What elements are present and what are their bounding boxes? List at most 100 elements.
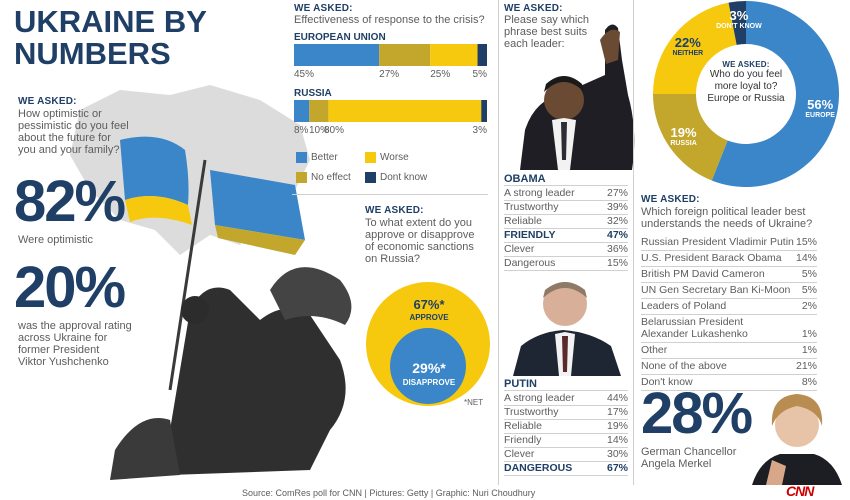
eu-label: EUROPEAN UNION — [294, 32, 386, 43]
merkel-label-line: Angela Merkel — [641, 458, 712, 470]
obama-title: OBAMA — [504, 173, 546, 185]
trait-value: 39% — [606, 201, 628, 213]
bar-segment-better — [294, 44, 380, 66]
pie-slice-neither — [653, 2, 737, 95]
row-separator — [641, 298, 817, 299]
optimism-stat-label: Were optimistic — [18, 234, 93, 246]
bar-segment-worse — [328, 100, 482, 122]
disapprove-label: DISAPPROVE — [402, 378, 456, 387]
row-separator — [641, 314, 817, 315]
bar-segment-better — [294, 100, 310, 122]
pie-slice-name: EUROPE — [805, 112, 835, 120]
merkel-label: German Chancellor Angela Merkel — [641, 446, 736, 470]
loyalty-pie-chart — [653, 1, 839, 187]
pie-slice-value: 56% — [807, 97, 834, 113]
trait-label: Dangerous — [504, 257, 556, 269]
pie-slice-label: 19% RUSSIA — [654, 126, 714, 148]
row-separator — [504, 433, 628, 434]
optimism-asked: WE ASKED: — [18, 96, 77, 107]
trait-value: 36% — [606, 243, 628, 255]
foreign-leader-label: Other — [641, 344, 668, 356]
pie-slice-label: 56% EUROPE — [790, 98, 850, 120]
foreign-leader-row: Belarussian President — [641, 315, 817, 329]
trait-label: Trustworthy — [504, 406, 559, 418]
trait-label: A strong leader — [504, 392, 575, 404]
trait-label: Trustworthy — [504, 201, 559, 213]
yushchenko-label-line: was the approval rating — [18, 320, 132, 332]
pie-slice-russia — [653, 94, 728, 181]
foreign-leader-value: 15% — [795, 236, 817, 248]
legend-worse: Worse — [380, 152, 409, 163]
page-title: UKRAINE BY NUMBERS — [14, 6, 207, 70]
trait-label: Reliable — [504, 215, 542, 227]
flag-statue-illustration — [110, 136, 352, 480]
trait-value: 27% — [606, 187, 628, 199]
merkel-label-line: German Chancellor — [641, 446, 737, 458]
leaders-question-line: each leader: — [504, 38, 565, 50]
foreign-question: Which foreign political leader best unde… — [641, 206, 841, 230]
pie-slice-value: 22% — [674, 34, 701, 50]
sanctions-question: To what extent do you approve or disappr… — [365, 217, 495, 265]
footer-source: Source: ComRes poll for CNN | Pictures: … — [242, 488, 536, 498]
trait-value: 30% — [606, 448, 628, 460]
sanctions-circles — [366, 282, 490, 406]
pie-slice-name: NEITHER — [672, 49, 704, 57]
foreign-leader-row: Other 1% — [641, 343, 817, 357]
obama-photo — [520, 24, 635, 170]
row-separator — [504, 461, 628, 462]
foreign-leader-value: 5% — [801, 284, 817, 296]
trait-label: FRIENDLY — [504, 229, 556, 241]
approve-label: APPROVE — [409, 313, 449, 322]
net-note: *NET — [464, 398, 484, 407]
row-separator — [504, 405, 628, 406]
yushchenko-stat-label: was the approval rating across Ukraine f… — [18, 320, 148, 368]
disapprove-value: 29%* — [412, 360, 446, 376]
putin-photo — [513, 282, 621, 376]
row-separator — [504, 419, 628, 420]
russia-bar-labels: 8% 10% 80% 3% — [294, 125, 487, 137]
row-separator — [641, 390, 817, 391]
bar-value-label: 80% — [324, 125, 345, 136]
putin-title-rule — [504, 390, 628, 391]
optimism-question-line: How optimistic or — [18, 108, 102, 120]
foreign-leader-row: Russian President Vladimir Putin 15% — [641, 235, 817, 249]
foreign-leader-row: Leaders of Poland 2% — [641, 299, 817, 313]
bar-segment-dont-know — [481, 100, 487, 122]
bar-segment-worse — [430, 44, 478, 66]
leaders-question: Please say which phrase best suits each … — [504, 14, 614, 50]
optimism-question-line: about the future for — [18, 132, 111, 144]
eu-bar-labels: 45% 27% 25% 5% — [294, 69, 487, 81]
row-separator — [641, 374, 817, 375]
pie-slice-name: RUSSIA — [670, 140, 697, 148]
loyalty-question-line: Who do you feel — [709, 69, 783, 80]
trait-row: Dangerous 15% — [504, 256, 628, 270]
row-separator — [641, 266, 817, 267]
yushchenko-label-line: Viktor Yushchenko — [18, 356, 109, 368]
trait-row: A strong leader 27% — [504, 186, 628, 200]
trait-label: Friendly — [504, 434, 542, 446]
bar-value-label: 8% — [294, 125, 309, 136]
foreign-leader-value: 21% — [795, 360, 817, 372]
row-separator — [641, 250, 817, 251]
trait-row: Trustworthy 17% — [504, 405, 628, 419]
bar-value-label: 3% — [472, 125, 487, 136]
trait-label: Clever — [504, 448, 535, 460]
legend-swatch-worse — [365, 152, 376, 163]
sanctions-question-line: on Russia? — [365, 253, 421, 265]
leaders-asked: WE ASKED: — [504, 3, 563, 14]
foreign-leader-row: U.S. President Barack Obama 14% — [641, 251, 817, 265]
foreign-leader-label: U.S. President Barack Obama — [641, 252, 782, 264]
trait-row: Reliable 19% — [504, 419, 628, 433]
trait-value: 19% — [606, 420, 628, 432]
foreign-asked: WE ASKED: — [641, 194, 700, 205]
cnn-logo: CNN — [786, 483, 814, 499]
russia-bar-chart — [294, 100, 487, 122]
row-separator — [504, 256, 628, 257]
foreign-leader-label: Belarussian President — [641, 316, 744, 328]
crisis-asked: WE ASKED: — [294, 3, 353, 14]
row-separator — [504, 228, 628, 229]
legend-no-effect: No effect — [311, 172, 351, 183]
trait-row: Clever 30% — [504, 447, 628, 461]
merkel-stat: 28% — [641, 381, 753, 446]
legend-better: Better — [311, 152, 338, 163]
